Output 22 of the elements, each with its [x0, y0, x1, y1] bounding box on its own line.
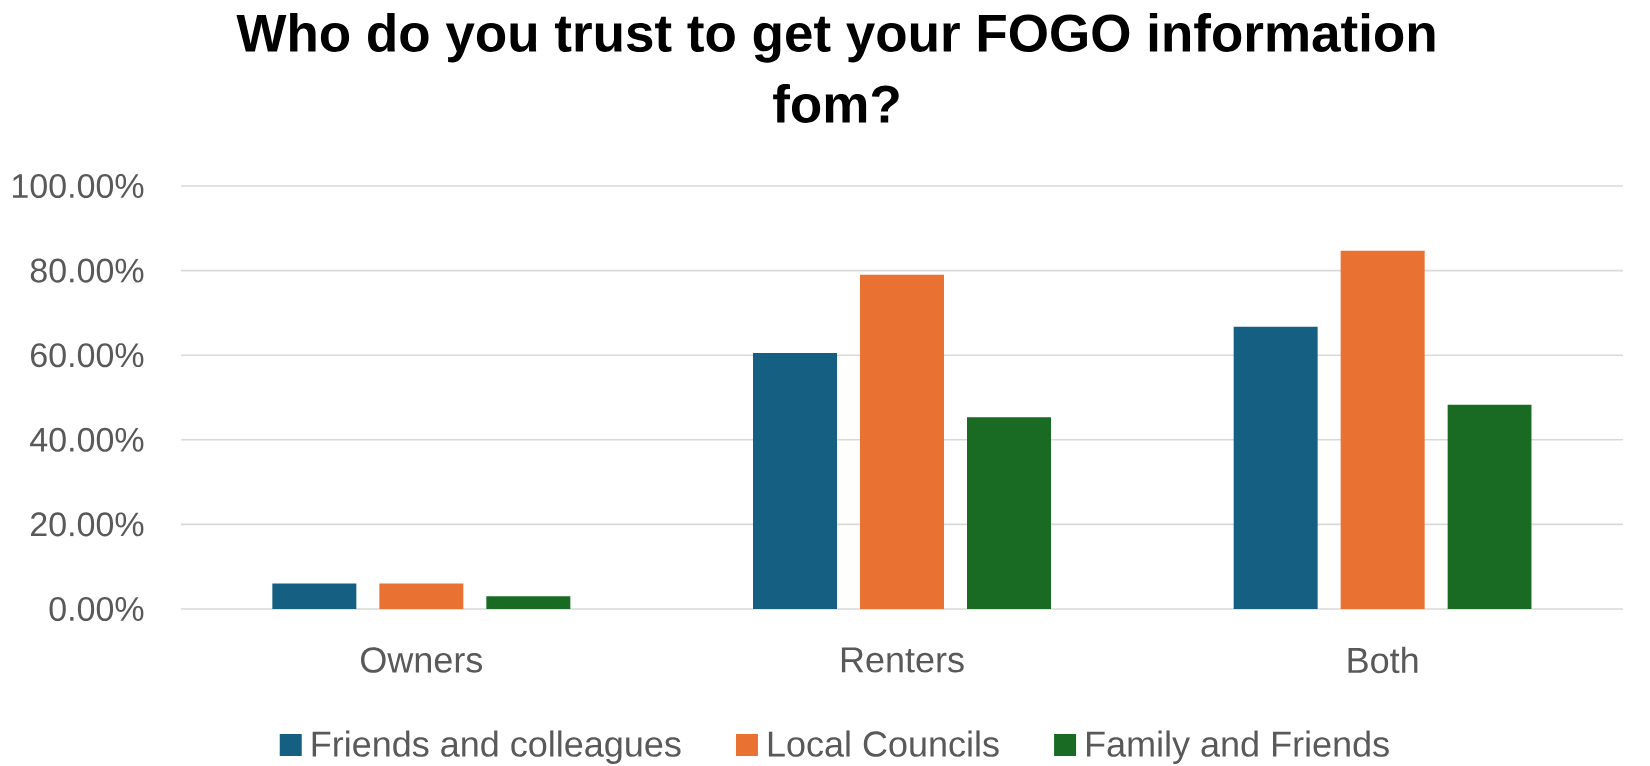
legend-label: Local Councils [768, 730, 999, 757]
y-tick-label: 100.00% [12, 173, 144, 199]
y-tick-label: 40.00% [30, 427, 144, 452]
chart-title: Who do you trust to get your FOGO information fom? [236, 13, 1435, 123]
y-tick-label: 20.00% [31, 512, 144, 537]
x-tick-label: Renters [841, 647, 964, 673]
bar [1340, 250, 1425, 609]
bar [860, 274, 944, 609]
x-tick-label: Owners [361, 647, 483, 673]
bar [753, 353, 837, 609]
bar [967, 417, 1051, 609]
legend-label: Friends and colleagues [312, 730, 681, 764]
legend-label: Family and Friends [1087, 730, 1389, 764]
y-tick-label: 0.00% [49, 596, 144, 622]
bar [1233, 326, 1318, 609]
bar [379, 583, 464, 609]
x-tick-label: Both [1348, 646, 1418, 674]
bar [1447, 404, 1532, 609]
bar [272, 583, 357, 609]
bar [486, 596, 571, 609]
y-tick-label: 80.00% [30, 258, 144, 283]
y-tick-label: 60.00% [31, 343, 144, 368]
